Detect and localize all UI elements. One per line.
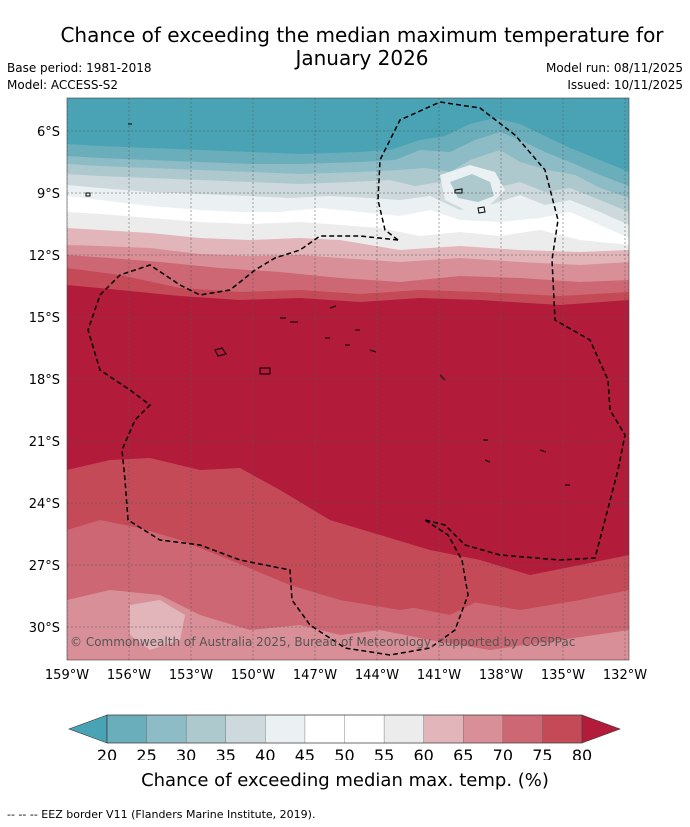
lon-label: 147°W (293, 668, 337, 683)
colorbar-tick-label: 70 (493, 746, 513, 760)
band-35-patch (450, 174, 494, 202)
lon-labels: 159°W 156°W 153°W 150°W 147°W 144°W 141°… (45, 668, 647, 683)
colorbar-tick-label: 60 (413, 746, 433, 760)
band-65-south (67, 590, 629, 660)
band-60-south (130, 600, 185, 650)
colorbar-title: Chance of exceeding median max. temp. (%… (141, 770, 549, 791)
colorbar-tick-label: 80 (572, 746, 592, 760)
lat-gridlines (67, 130, 629, 628)
issued-date: Issued: 10/11/2025 (567, 78, 683, 92)
colorbar-bin (185, 714, 227, 744)
lat-label: 24°S (29, 497, 60, 512)
colorbar-tick-label: 50 (334, 746, 354, 760)
copyright: © Commonwealth of Australia 2025, Bureau… (70, 635, 575, 649)
map-figure: © Commonwealth of Australia 2025, Bureau… (29, 97, 647, 760)
lat-label: 6°S (37, 125, 60, 140)
colorbar-ticks: 20 25 30 35 40 45 50 55 60 65 70 75 80 (97, 746, 592, 760)
title-line-1: Chance of exceeding the median maximum t… (60, 23, 664, 47)
lon-label: 141°W (417, 668, 461, 683)
colorbar-bin (344, 714, 385, 744)
colorbar-bin (383, 714, 425, 744)
colorbar-bin (265, 714, 306, 744)
colorbar-bin (106, 714, 148, 744)
colorbar-tick-label: 65 (453, 746, 473, 760)
colorbar-tick-label: 45 (295, 746, 315, 760)
lon-label: 135°W (541, 668, 585, 683)
colorbar-bin (304, 714, 345, 744)
lon-label: 144°W (355, 668, 399, 683)
lon-label: 138°W (479, 668, 523, 683)
model-name: Model: ACCESS-S2 (7, 78, 119, 92)
lat-label: 30°S (29, 621, 60, 636)
lon-label: 132°W (603, 668, 647, 683)
eez-borders (87, 101, 626, 656)
colorbar-tick-label: 30 (176, 746, 196, 760)
colorbar-frame (106, 714, 583, 744)
probability-field: © Commonwealth of Australia 2025, Bureau… (67, 98, 629, 660)
eez-legend: -- -- -- EEZ border V11 (Flanders Marine… (7, 808, 316, 821)
band-20 (67, 98, 629, 172)
lon-label: 159°W (45, 668, 89, 683)
lat-label: 18°S (29, 373, 60, 388)
lon-label: 156°W (107, 668, 151, 683)
colorbar-tick-label: 25 (136, 746, 156, 760)
colorbar-tick-label: 40 (255, 746, 275, 760)
colorbar-tick-label: 20 (97, 746, 117, 760)
colorbar-under-arrow (68, 714, 108, 744)
lon-label: 153°W (169, 668, 213, 683)
lon-gridlines (67, 98, 626, 660)
lon-label: 150°W (231, 668, 275, 683)
model-run: Model run: 08/11/2025 (545, 61, 683, 75)
meta-right: Model run: 08/11/2025 Issued: 10/11/2025 (546, 60, 683, 94)
colorbar-bin (146, 714, 187, 744)
colorbar-bin (502, 714, 543, 744)
lat-label: 9°S (37, 187, 60, 202)
colorbar: 20 25 30 35 40 45 50 55 60 65 70 75 80 (68, 714, 621, 760)
lat-label: 12°S (29, 249, 60, 264)
lat-label: 21°S (29, 435, 60, 450)
lat-label: 15°S (29, 311, 60, 326)
lat-label: 27°S (29, 559, 60, 574)
band-75-south-b (390, 555, 480, 615)
colorbar-bin (542, 714, 583, 744)
lat-labels: 6°S 9°S 12°S 15°S 18°S 21°S 24°S 27°S 30… (29, 125, 60, 636)
colorbar-bins (106, 714, 583, 744)
meta-left: Base period: 1981-2018 Model: ACCESS-S2 (7, 60, 152, 94)
map-frame (66, 97, 630, 661)
colorbar-over-arrow (581, 714, 621, 744)
islands (85, 123, 570, 486)
colorbar-tick-label: 75 (532, 746, 552, 760)
colorbar-bin (423, 714, 464, 744)
base-period: Base period: 1981-2018 (7, 61, 152, 75)
colorbar-tick-label: 55 (374, 746, 394, 760)
colorbar-tick-label: 35 (216, 746, 236, 760)
colorbar-bin (463, 714, 504, 744)
colorbar-bin (225, 714, 266, 744)
map-title: Chance of exceeding the median maximum t… (40, 24, 684, 70)
title-line-2: January 2026 (295, 46, 429, 70)
